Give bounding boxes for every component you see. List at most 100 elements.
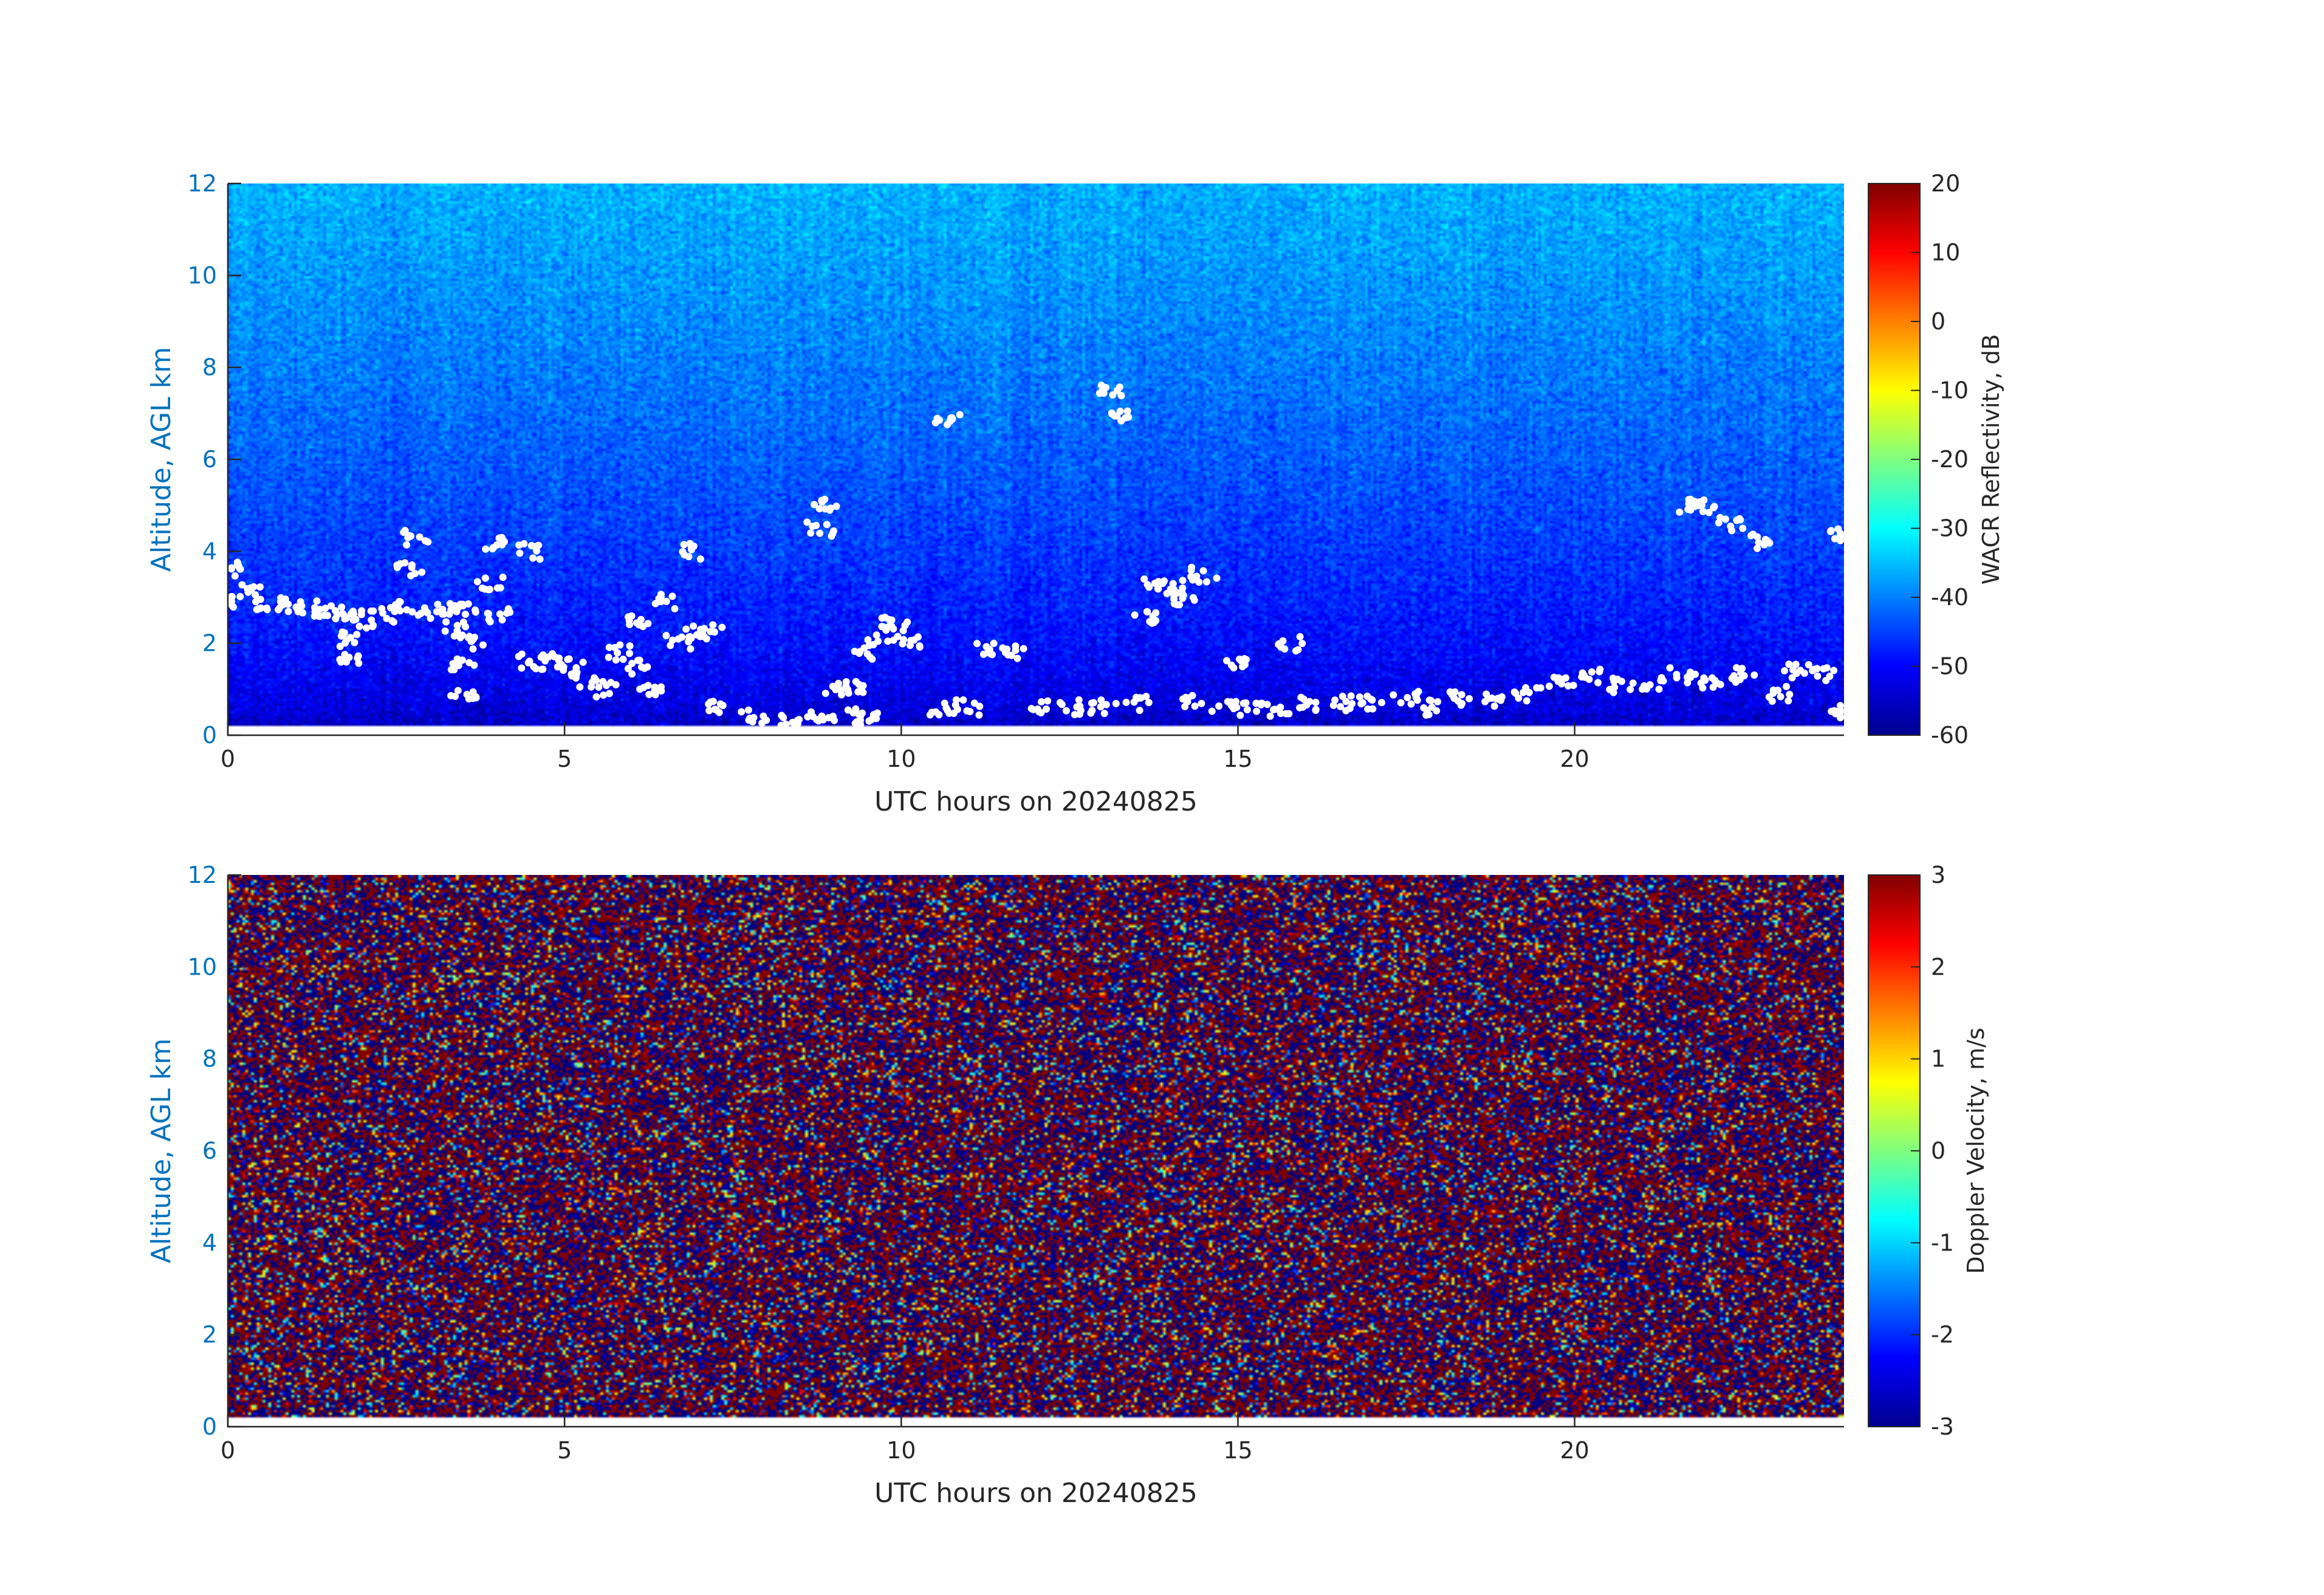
cloud-echo-point	[763, 716, 770, 724]
cloud-echo-point	[1087, 709, 1095, 717]
cloud-echo-point	[1075, 710, 1083, 718]
cloud-echo-point	[1413, 696, 1421, 704]
cloud-echo-point	[1738, 665, 1746, 673]
cloud-echo-point	[1263, 701, 1271, 708]
cloud-echo-point	[424, 538, 432, 546]
cloud-echo-point	[1684, 679, 1692, 687]
cloud-echo-point	[456, 634, 464, 642]
cloud-echo-point	[821, 505, 829, 513]
doppler-colorbar-label: Doppler Velocity, m/s	[1962, 1027, 1989, 1274]
cloud-echo-point	[1191, 702, 1199, 710]
cloud-echo-point	[1482, 690, 1490, 698]
cloud-echo-point	[599, 677, 607, 685]
cloud-echo-point	[750, 714, 758, 722]
cloud-echo-point	[1088, 699, 1095, 707]
cloud-echo-point	[823, 521, 831, 529]
cloud-echo-point	[782, 720, 790, 728]
cloud-echo-point	[809, 713, 817, 721]
cloud-echo-point	[357, 611, 365, 619]
cloud-echo-point	[815, 717, 823, 725]
cloud-echo-point	[236, 564, 244, 572]
colorbar-tick-label: -60	[1931, 722, 1969, 749]
cloud-echo-point	[515, 653, 523, 660]
cloud-echo-point	[1732, 664, 1740, 671]
cloud-echo-point	[1145, 583, 1153, 591]
cloud-echo-point	[667, 642, 674, 650]
cloud-echo-point	[1062, 707, 1070, 715]
cloud-echo-point	[1044, 697, 1052, 705]
cloud-echo-point	[1179, 591, 1187, 599]
cloud-echo-point	[1337, 702, 1345, 710]
cloud-echo-point	[1609, 674, 1617, 682]
cloud-echo-point	[1837, 537, 1844, 544]
cloud-echo-point	[1122, 414, 1129, 422]
cloud-echo-point	[1198, 699, 1205, 707]
cloud-echo-point	[1481, 698, 1489, 705]
cloud-echo-point	[451, 693, 459, 701]
cloud-echo-point	[228, 593, 235, 601]
cloud-echo-point	[612, 656, 620, 664]
cloud-echo-point	[1008, 651, 1016, 659]
cloud-echo-point	[1823, 664, 1831, 672]
cloud-echo-point	[1202, 578, 1210, 586]
cloud-echo-point	[1151, 579, 1159, 587]
cloud-echo-point	[947, 414, 955, 422]
cloud-echo-point	[416, 533, 423, 541]
cloud-echo-point	[1814, 672, 1822, 680]
cloud-echo-point	[350, 616, 358, 624]
cloud-echo-point	[1581, 673, 1589, 681]
cloud-echo-point	[1237, 657, 1245, 665]
cloud-echo-point	[636, 621, 643, 629]
cloud-echo-point	[1525, 688, 1533, 696]
cloud-echo-point	[1786, 690, 1794, 698]
cloud-echo-point	[418, 568, 426, 576]
colorbar-tick-label: -10	[1931, 377, 1969, 404]
cloud-echo-point	[499, 536, 507, 544]
cloud-echo-point	[1785, 660, 1793, 668]
y-tick-label: 4	[202, 538, 217, 564]
x-tick-label: 15	[1223, 1437, 1252, 1464]
cloud-echo-point	[1425, 696, 1433, 704]
cloud-echo-point	[990, 639, 998, 647]
y-tick-label: 6	[202, 1137, 217, 1164]
cloud-echo-point	[1195, 578, 1203, 586]
cloud-echo-point	[499, 574, 507, 581]
cloud-echo-point	[530, 663, 538, 671]
y-tick-label: 2	[202, 1322, 217, 1348]
cloud-echo-point	[1709, 683, 1717, 691]
cloud-echo-point	[1736, 515, 1744, 523]
doppler-velocity-field	[228, 875, 1844, 1425]
cloud-echo-point	[461, 611, 469, 619]
cloud-echo-point	[338, 628, 346, 636]
cloud-echo-point	[350, 610, 358, 618]
reflectivity-field	[228, 184, 1844, 733]
cloud-echo-point	[1236, 712, 1244, 719]
cloud-echo-point	[1112, 699, 1120, 707]
cloud-echo-point	[228, 565, 235, 573]
cloud-echo-point	[247, 586, 255, 594]
cloud-echo-point	[595, 683, 603, 691]
cloud-echo-point	[1233, 704, 1241, 712]
cloud-echo-point	[1777, 693, 1784, 701]
cloud-echo-point	[1193, 572, 1201, 580]
cloud-echo-point	[367, 607, 375, 615]
cloud-echo-point	[393, 563, 401, 571]
cloud-echo-point	[1765, 693, 1773, 701]
cloud-echo-point	[544, 653, 552, 661]
cloud-echo-point	[557, 660, 565, 668]
cloud-echo-point	[343, 614, 351, 622]
cloud-echo-point	[238, 581, 246, 589]
cloud-echo-point	[473, 578, 481, 586]
cloud-echo-point	[888, 616, 896, 624]
cloud-echo-point	[1279, 637, 1287, 645]
cloud-echo-point	[1208, 707, 1216, 715]
cloud-echo-point	[1831, 535, 1839, 543]
cloud-echo-point	[442, 618, 450, 626]
cloud-echo-point	[1148, 619, 1156, 627]
cloud-echo-point	[815, 505, 823, 513]
cloud-echo-point	[1130, 698, 1138, 706]
colorbar-tick-label: 10	[1931, 239, 1960, 266]
cloud-echo-point	[411, 569, 419, 577]
cloud-echo-point	[1342, 698, 1350, 705]
cloud-echo-point	[1781, 667, 1789, 674]
